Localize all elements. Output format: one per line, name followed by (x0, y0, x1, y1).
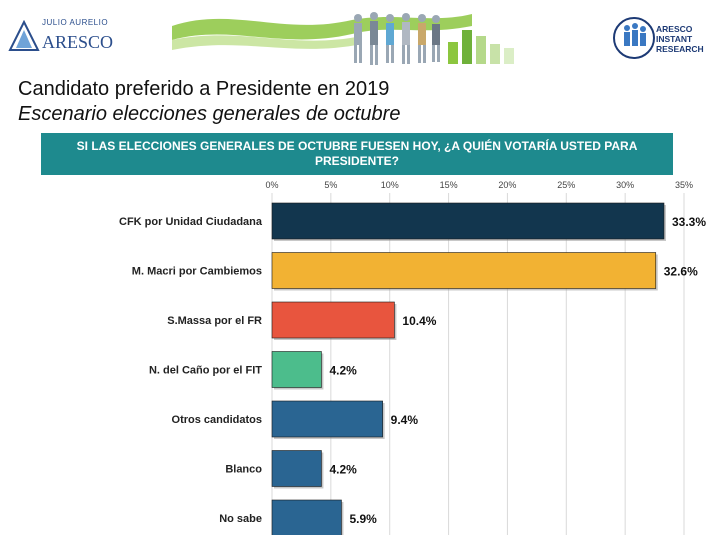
category-label: M. Macri por Cambiemos (132, 266, 262, 278)
logo-right-text: ARESCO INSTANT RESEARCH (656, 24, 704, 54)
data-label: 10.4% (402, 314, 436, 328)
category-label: Blanco (225, 464, 262, 476)
tick-label: 5% (324, 180, 337, 190)
triangle-logo-icon (8, 20, 40, 51)
data-label: 33.3% (672, 215, 706, 229)
bar (271, 450, 322, 487)
bar-chart: 0% 5% 10% 15% 20% 25% 30% 35% CFK por Unidad Ciu… (119, 180, 706, 535)
page-subtitle: Escenario elecciones generales de octubr… (18, 103, 401, 125)
aresco-instant-research-logo: ARESCO INSTANT RESEARCH (612, 10, 712, 70)
data-label: 4.2% (329, 463, 357, 477)
bar (271, 351, 322, 388)
tick-label: 15% (440, 180, 458, 190)
question-banner: SI LAS ELECCIONES GENERALES DE OCTUBRE F… (41, 133, 673, 175)
logo-right-line: ARESCO (656, 24, 693, 34)
page-title: Candidato preferido a Presidente en 2019 (18, 78, 390, 100)
bar (271, 400, 383, 438)
category-label: No sabe (219, 513, 262, 525)
circle-people-logo-icon (613, 17, 655, 59)
tick-label: 20% (498, 180, 516, 190)
bar (271, 301, 395, 339)
bar (271, 252, 657, 289)
tick-label: 0% (265, 180, 278, 190)
logo-right-line: RESEARCH (656, 44, 704, 54)
bar (271, 499, 342, 535)
aresco-logo: JULIO AURELIO ARESCO (8, 12, 118, 62)
logo-left-name: ARESCO (42, 32, 114, 52)
logo-left-small-text: JULIO AURELIO (42, 18, 109, 27)
data-label: 5.9% (349, 512, 377, 526)
logo-right-line: INSTANT (656, 34, 693, 44)
category-label: S.Massa por el FR (167, 315, 262, 327)
category-label: Otros candidatos (172, 414, 262, 426)
data-label: 9.4% (391, 413, 419, 427)
tick-label: 35% (675, 180, 693, 190)
category-label: CFK por Unidad Ciudadana (119, 216, 263, 228)
data-label: 4.2% (329, 364, 357, 378)
bar (271, 202, 665, 240)
tick-label: 10% (381, 180, 399, 190)
tick-label: 30% (616, 180, 634, 190)
header-banner-graphic (172, 6, 532, 70)
data-label: 32.6% (664, 265, 698, 279)
category-label: N. del Caño por el FIT (149, 365, 262, 377)
tick-label: 25% (557, 180, 575, 190)
